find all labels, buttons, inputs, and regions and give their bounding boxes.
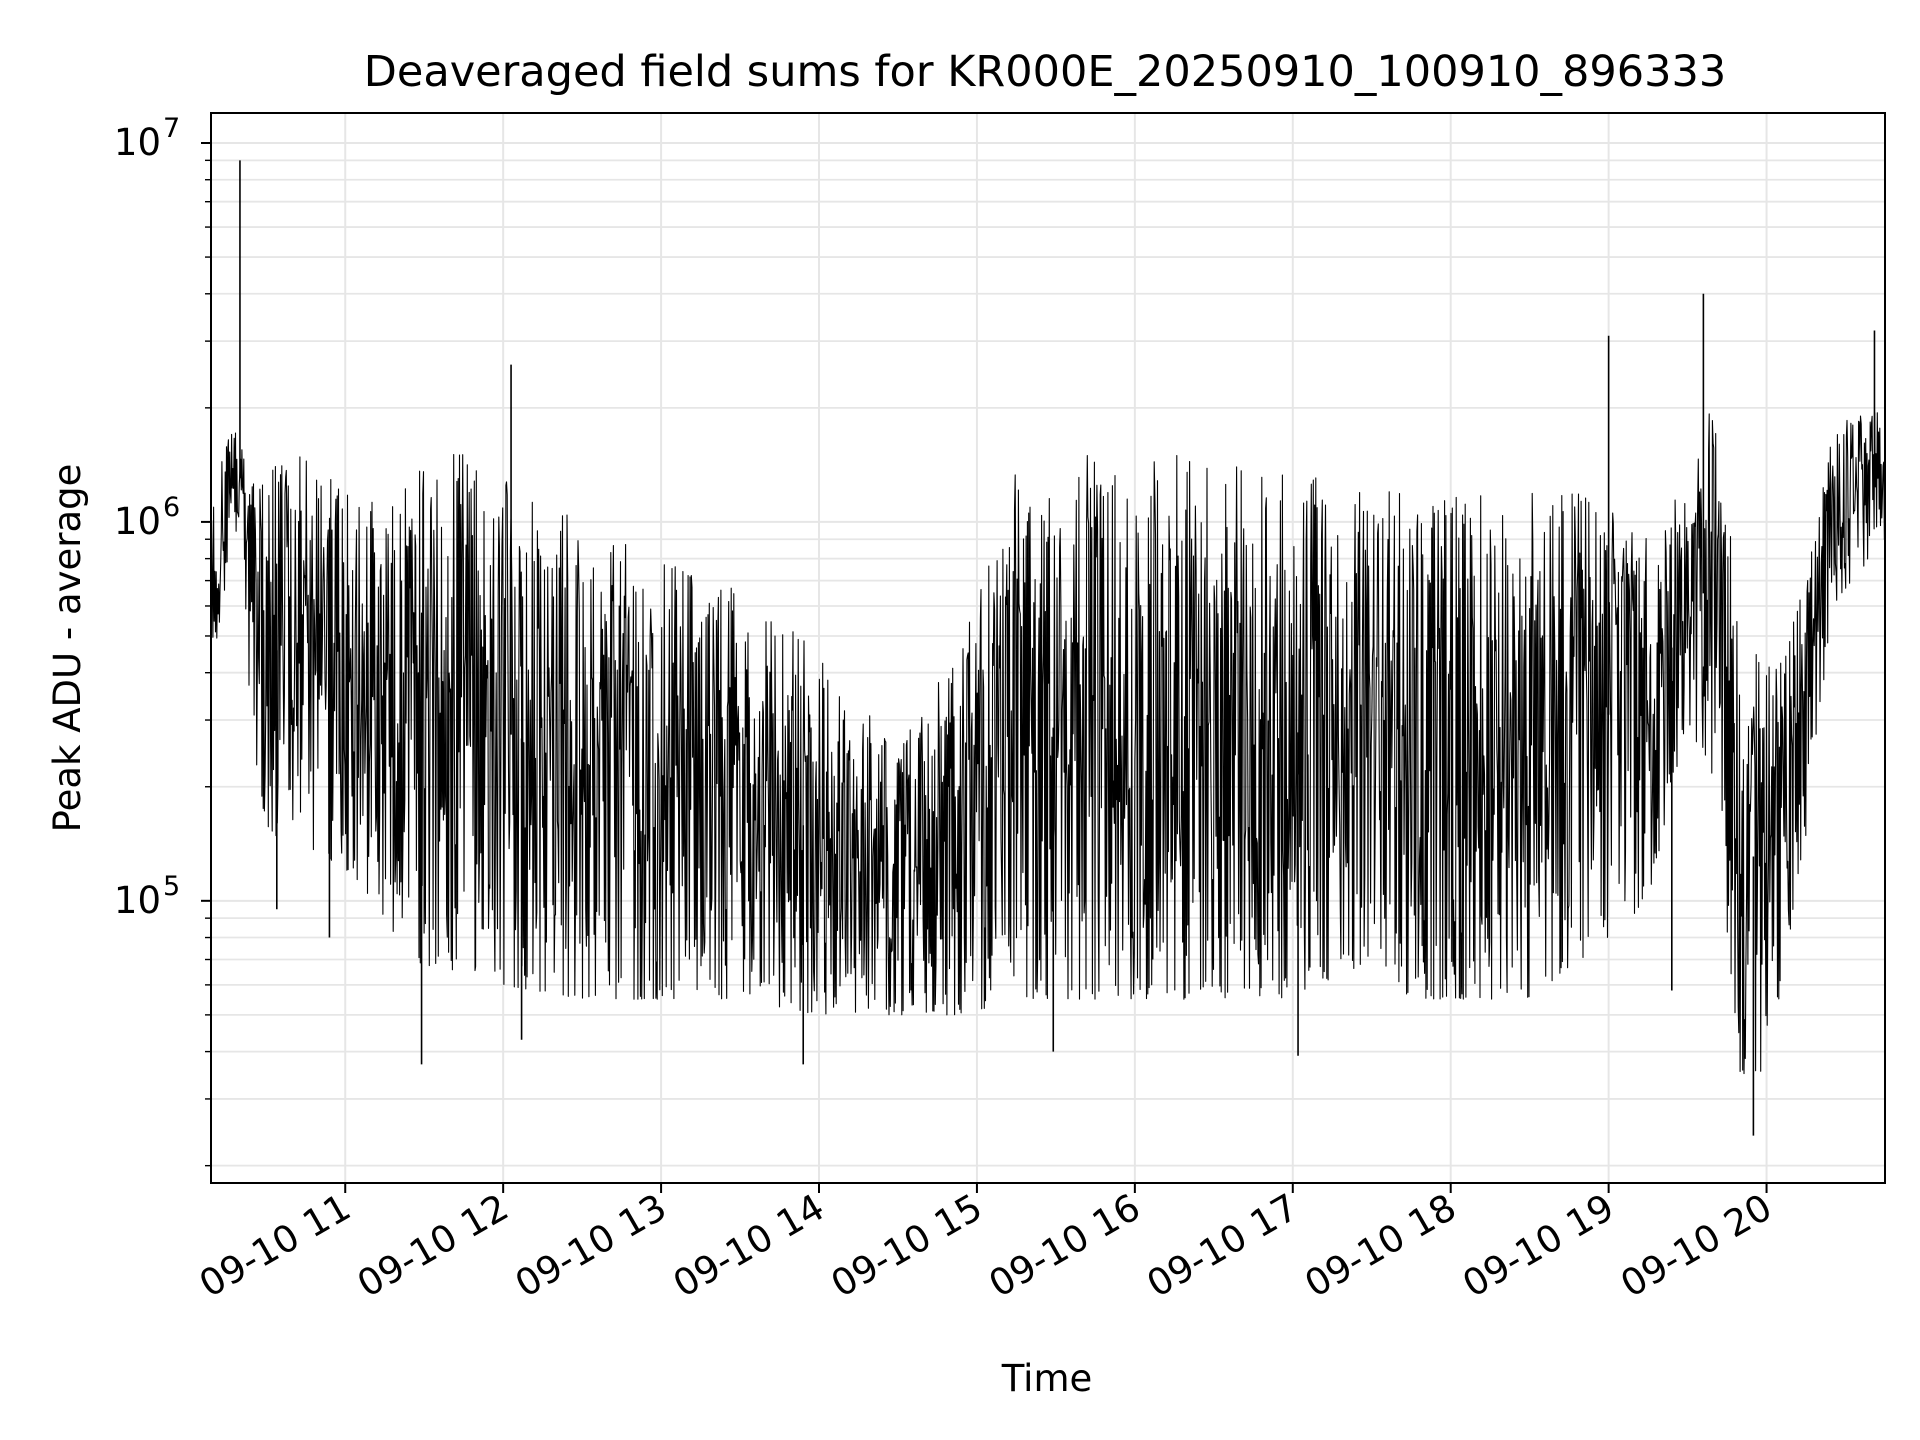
y-tick-base: 10 [114, 500, 161, 543]
y-tick-exponent: 6 [163, 492, 180, 523]
y-tick-label: 10 7 [114, 113, 180, 164]
y-tick-exponent: 5 [163, 871, 180, 902]
x-axis-label: Time [1001, 1357, 1093, 1400]
y-tick-exponent: 7 [163, 113, 180, 144]
y-tick-base: 10 [114, 879, 161, 922]
chart-title: Deaveraged field sums for KR000E_2025091… [364, 47, 1726, 97]
y-axis-label: Peak ADU - average [46, 464, 89, 833]
y-tick-label: 10 6 [114, 492, 180, 543]
data-series [210, 160, 1886, 1136]
y-tick-base: 10 [114, 121, 161, 164]
y-tick-label: 10 5 [114, 871, 180, 922]
plot-frame [210, 112, 1886, 1184]
series-line [210, 412, 1886, 1075]
